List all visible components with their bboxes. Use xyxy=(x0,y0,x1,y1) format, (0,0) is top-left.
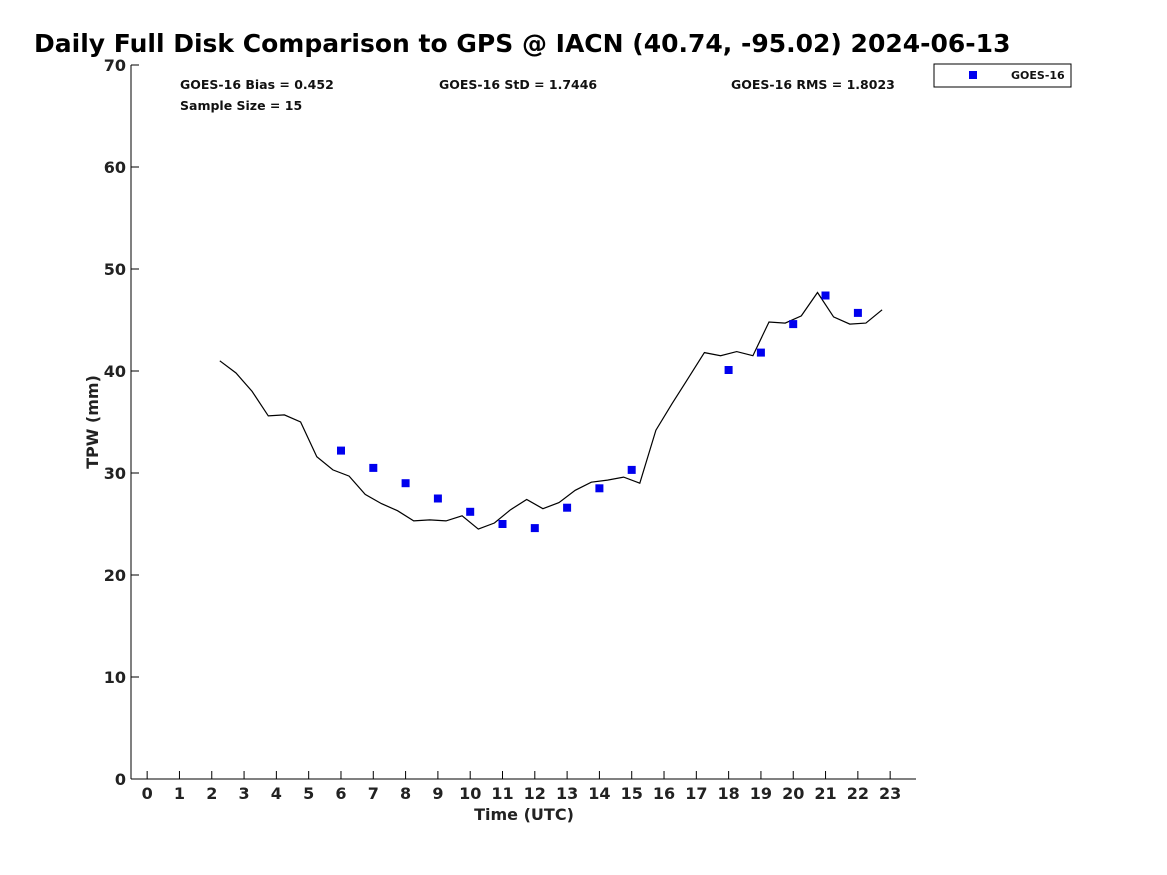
legend-label-goes-16: GOES-16 xyxy=(1011,69,1065,82)
x-tick-label: 14 xyxy=(588,784,610,803)
x-tick-label: 15 xyxy=(621,784,643,803)
y-axis-ticks: 0 10 20 30 40 50 60 70 xyxy=(104,56,139,789)
legend-box xyxy=(933,63,1072,88)
x-tick-label: 17 xyxy=(685,784,707,803)
x-tick-label: 6 xyxy=(335,784,346,803)
y-tick-label: 10 xyxy=(104,668,126,687)
rms-stat: GOES-16 RMS = 1.8023 xyxy=(731,77,895,92)
plot-axes xyxy=(130,65,916,780)
goes-16-point xyxy=(853,308,862,317)
goes-16-point xyxy=(498,520,507,528)
goes-16-point xyxy=(337,446,345,455)
x-tick-label: 16 xyxy=(653,784,675,803)
x-tick-label: 10 xyxy=(459,784,481,803)
goes-16-point xyxy=(563,503,572,512)
x-tick-label: 2 xyxy=(206,784,217,803)
x-tick-label: 23 xyxy=(879,784,901,803)
y-tick-label: 40 xyxy=(104,362,126,381)
goes-16-point xyxy=(466,507,475,516)
goes-16-point xyxy=(756,348,765,357)
goes-16-point xyxy=(627,465,636,474)
goes-16-point xyxy=(724,366,733,374)
y-axis-label: TPW (mm) xyxy=(83,375,102,469)
x-tick-label: 12 xyxy=(524,784,546,803)
y-tick-label: 30 xyxy=(104,464,126,483)
x-tick-label: 19 xyxy=(750,784,772,803)
x-tick-label: 0 xyxy=(142,784,153,803)
goes-16-point xyxy=(595,484,604,493)
y-tick-label: 70 xyxy=(104,56,126,75)
y-tick-label: 60 xyxy=(104,158,126,177)
y-tick-label: 50 xyxy=(104,260,126,279)
chart-title: Daily Full Disk Comparison to GPS @ IACN… xyxy=(34,29,1010,58)
goes-16-point xyxy=(369,463,378,472)
goes-16-point xyxy=(821,291,830,300)
goes-16-point xyxy=(433,494,442,503)
x-tick-label: 4 xyxy=(271,784,282,803)
x-tick-label: 8 xyxy=(400,784,411,803)
gps-tpw-series xyxy=(219,291,883,530)
x-tick-label: 13 xyxy=(556,784,578,803)
x-tick-label: 1 xyxy=(174,784,185,803)
legend-marker-goes-16 xyxy=(969,71,977,79)
x-tick-label: 20 xyxy=(782,784,804,803)
x-tick-label: 7 xyxy=(368,784,379,803)
gps-tpw-line xyxy=(219,291,883,530)
goes-16-point xyxy=(789,320,798,329)
y-tick-label: 0 xyxy=(115,770,126,789)
legend: GOES-16 xyxy=(933,63,1072,88)
x-tick-label: 9 xyxy=(432,784,443,803)
y-tick-label: 20 xyxy=(104,566,126,585)
x-axis-label: Time (UTC) xyxy=(474,805,574,824)
x-tick-label: 22 xyxy=(847,784,869,803)
x-tick-label: 11 xyxy=(491,784,513,803)
x-axis-ticks: 0 1 2 3 4 5 6 7 8 9 10 11 12 13 14 15 16 17 18 19 20 21 22 23 xyxy=(142,771,901,803)
std-stat: GOES-16 StD = 1.7446 xyxy=(439,77,597,92)
x-tick-label: 3 xyxy=(238,784,249,803)
goes-16-series xyxy=(337,291,862,533)
x-tick-label: 18 xyxy=(718,784,740,803)
sample-size-stat: Sample Size = 15 xyxy=(180,98,302,113)
x-tick-label: 21 xyxy=(814,784,836,803)
bias-stat: GOES-16 Bias = 0.452 xyxy=(180,77,334,92)
goes-16-point xyxy=(530,524,539,533)
x-tick-label: 5 xyxy=(303,784,314,803)
goes-16-point xyxy=(401,479,410,488)
